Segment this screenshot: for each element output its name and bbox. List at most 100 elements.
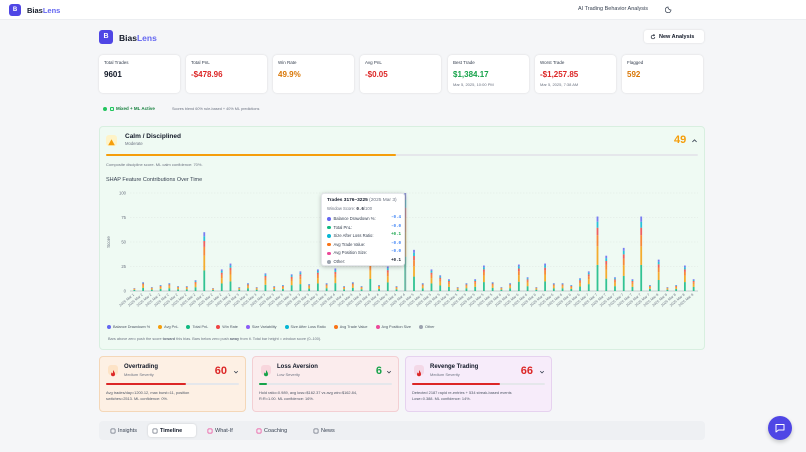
bar-segment (605, 269, 608, 279)
legend-item[interactable]: Size Variability (245, 325, 277, 329)
legend-label: Total PnL (192, 325, 209, 329)
bar-segment (483, 271, 485, 276)
bar-segment (439, 275, 442, 277)
bar-segment (544, 263, 546, 266)
tab-insights[interactable]: Insights (106, 424, 144, 437)
tab-timeline[interactable]: Timeline (148, 424, 196, 437)
bar-segment (692, 279, 695, 281)
app-name[interactable]: BiasLens (27, 6, 60, 15)
bar-segment (360, 289, 363, 291)
bar-segment (631, 281, 634, 283)
legend-item[interactable]: Win Rate (216, 325, 238, 329)
bar-segment (378, 286, 380, 288)
bar-segment (185, 289, 188, 291)
bias-progress-track (259, 383, 392, 385)
chevron-down-icon[interactable] (539, 369, 545, 375)
bar-segment (177, 288, 179, 290)
bar-segment (640, 246, 643, 265)
tab-coaching[interactable]: Coaching (252, 424, 302, 437)
tooltip-window-label: Window Score: (327, 206, 357, 211)
new-analysis-label: New Analysis (659, 34, 695, 40)
bias-score: 66 (520, 365, 533, 377)
legend-label: Other (425, 325, 435, 329)
tooltip-row-value: -0.0 (390, 250, 401, 255)
bar-segment (378, 286, 380, 287)
app-logo[interactable]: B (9, 4, 21, 16)
bar-segment (675, 286, 678, 288)
stat-card: Avg PnL -$0.05 (360, 55, 441, 93)
legend-item[interactable]: Size After Loss Ratio (284, 325, 326, 329)
bar-segment (264, 284, 267, 291)
bar-segment (683, 267, 686, 270)
legend-item[interactable]: Other (419, 325, 435, 329)
bar-segment (229, 267, 232, 271)
chevron-down-icon[interactable] (233, 369, 239, 375)
tab-whatif[interactable]: What-If (203, 424, 245, 437)
bias-card[interactable]: Revenge Trading Medium Severity 66 Detected… (405, 356, 552, 412)
bias-progress-fill (412, 383, 500, 385)
new-analysis-button[interactable]: New Analysis (644, 30, 704, 43)
legend-item[interactable]: Avg Position Size (375, 325, 411, 329)
tooltip-row: Total PnL: -0.0 (327, 225, 403, 230)
bar-segment (552, 283, 555, 285)
bar-segment (666, 289, 669, 291)
chevron-up-icon[interactable] (691, 137, 698, 144)
bar-segment (290, 274, 293, 276)
legend-item[interactable]: Avg Trade Value (333, 325, 368, 329)
chevron-down-icon[interactable] (386, 369, 392, 375)
bar-segment (142, 282, 145, 284)
bar-segment (168, 285, 171, 287)
bar-segment (640, 235, 643, 247)
bar-segment (649, 287, 651, 289)
bar-segment (605, 261, 608, 265)
chat-button[interactable] (768, 416, 792, 440)
bias-card[interactable]: Loss Aversion Low Severity 6 Hold ratio=0.9… (252, 356, 399, 412)
bar-segment (264, 274, 267, 277)
bias-description: Detected 2187 rapid re-entries + 534 str… (412, 390, 512, 401)
bar-segment (544, 267, 546, 271)
bar-segment (500, 289, 503, 291)
bar-segment (282, 288, 284, 291)
tooltip-row-value: +0.1 (390, 259, 401, 263)
header-logo: B (99, 30, 113, 44)
legend-item[interactable]: Avg PnL (158, 325, 178, 329)
bar-segment (220, 283, 223, 291)
bias-card[interactable]: Overtrading Medium Severity 60 Avg trades/d… (99, 356, 246, 412)
stat-card: Worst Trade -$1,257.85 Mar 5, 2025, 7:38 A… (535, 55, 616, 93)
bar-segment (316, 269, 319, 271)
bar-segment (587, 271, 590, 273)
bar-segment (220, 269, 223, 271)
bias-description: Hold ratio=0.989, avg loss=$162.37 vs av… (259, 390, 357, 401)
legend-swatch-icon (158, 325, 163, 329)
discipline-card: Calm / Disciplined Moderate 49 Composite… (99, 126, 705, 350)
bar-segment (675, 287, 678, 289)
bar-segment (159, 288, 162, 291)
bar-segment (150, 288, 153, 289)
theme-toggle-moon-icon[interactable] (665, 5, 673, 13)
bar-segment (299, 276, 302, 280)
chart-tooltip: Trades 3176–3225 (2025 Mar 3) Window Sco… (321, 193, 405, 266)
bias-progress-fill (106, 383, 186, 385)
bar-segment (334, 283, 337, 291)
legend-swatch-icon (419, 325, 424, 329)
bar-segment (282, 286, 284, 288)
discipline-note: Composite discipline score. ML calm conf… (106, 162, 203, 167)
bar-segment (448, 286, 450, 291)
bar-segment (413, 266, 415, 277)
bar-segment (299, 279, 302, 285)
bar-segment (255, 289, 258, 291)
legend-item[interactable]: Total PnL (186, 325, 208, 329)
bar-segment (675, 286, 678, 287)
bar-segment (456, 288, 459, 289)
legend-item[interactable]: Balance Drawdown % (107, 325, 150, 329)
bar-segment (325, 288, 328, 291)
bar-segment (544, 270, 546, 275)
bar-segment (194, 281, 197, 283)
bar-segment (325, 285, 328, 287)
tab-news[interactable]: News (309, 424, 341, 437)
bar-segment (203, 232, 206, 237)
bar-segment (465, 283, 468, 285)
bar-segment (264, 277, 267, 281)
legend-label: Size Variability (251, 325, 277, 329)
